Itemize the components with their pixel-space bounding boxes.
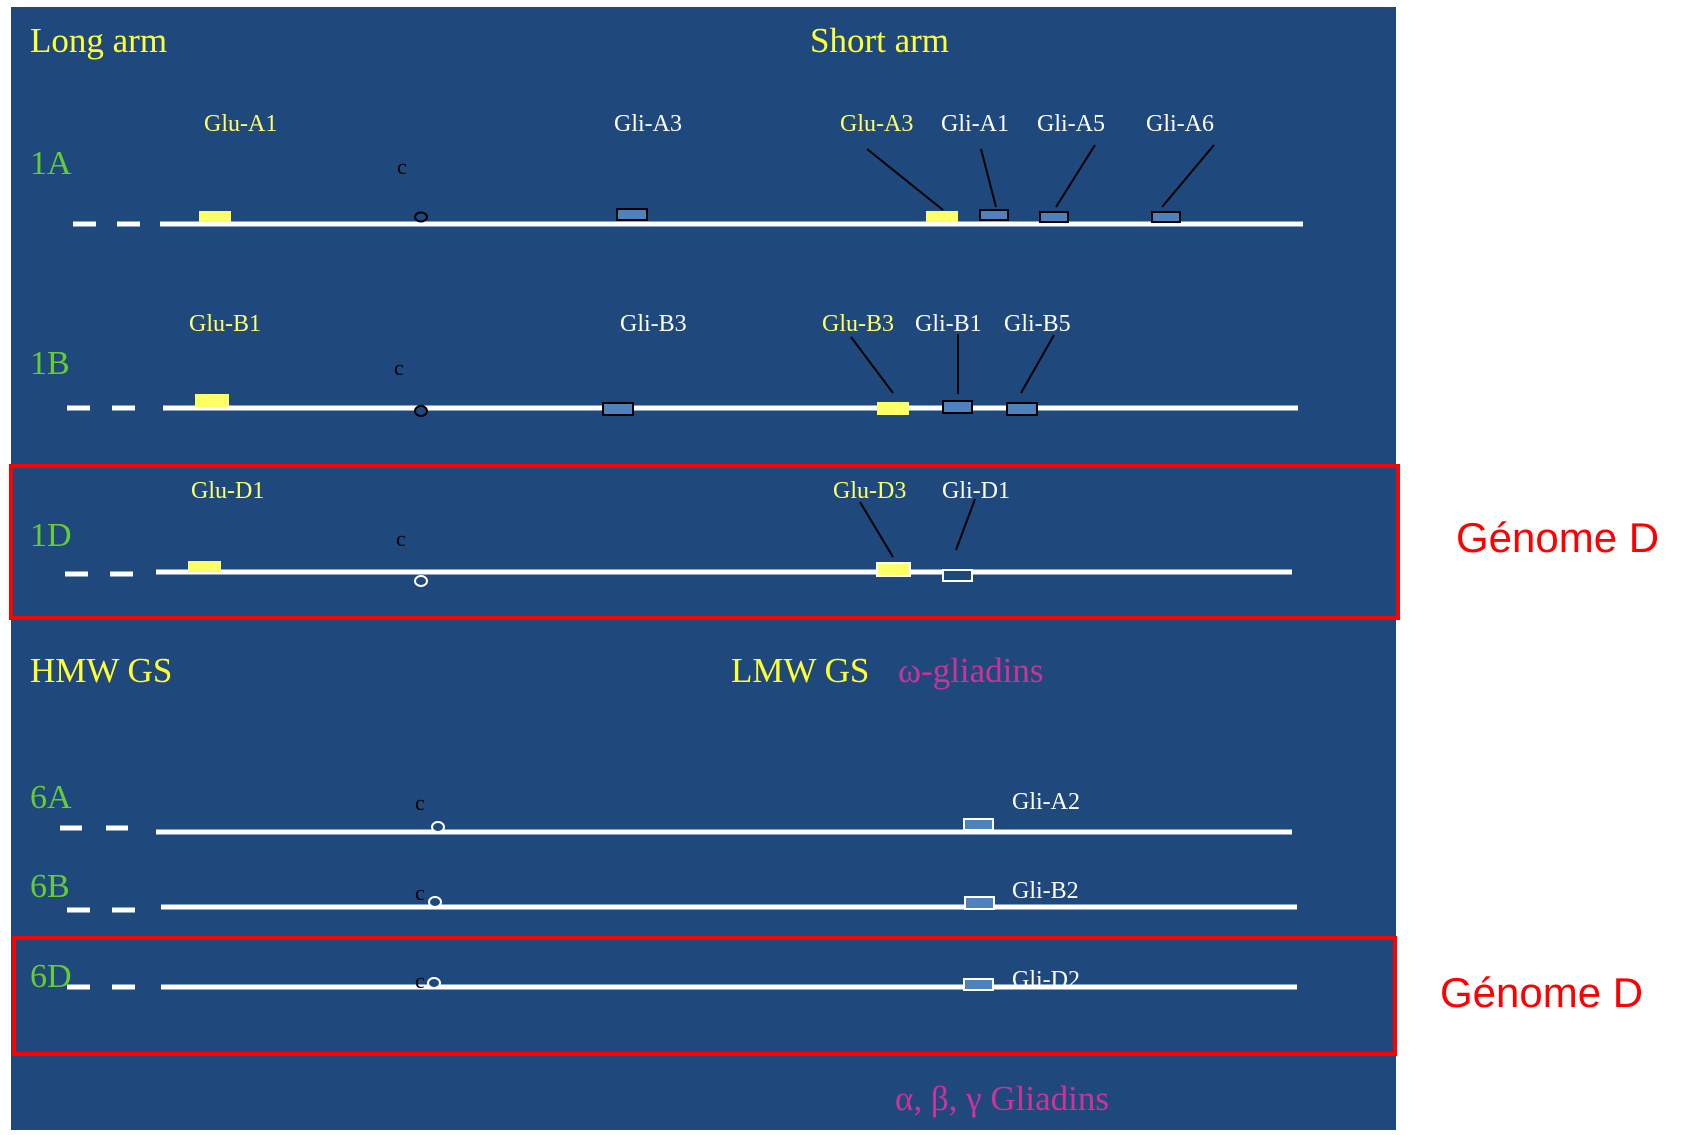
gene-marker-gliadin [964,896,995,910]
gene-marker-gliadin [616,208,648,221]
gene-label: Gli-B3 [620,311,687,337]
long-arm-heading: Long arm [30,21,167,60]
centromere-marker [431,821,445,833]
gene-marker-glutenin [195,394,229,407]
chromosome-label: 6D [30,958,72,995]
gene-label: Gli-B5 [1004,311,1071,337]
genome-d-highlight-box [9,464,1400,620]
gene-marker-gliadin [963,978,994,991]
centromere-label: c [415,880,425,905]
gene-label: Gli-D2 [1012,967,1080,993]
gene-marker-glutenin [877,402,909,415]
chromosome-6A: 6A c Gli-A2 [30,779,1292,835]
gene-label: Gli-A1 [941,111,1009,137]
chromosome-label: 1A [30,145,72,182]
gene-pointer [955,498,976,551]
gene-label: Gli-A5 [1037,111,1105,137]
gene-pointer [866,148,944,211]
chromosome-1B: 1B c Glu-B1 Gli-B3 Glu-B3 Gli-B1 Gli-B5 [30,311,1298,417]
gene-marker-gliadin [942,400,973,414]
centromere-label: c [397,154,407,179]
gene-label: Glu-A1 [204,111,277,137]
gene-label: Glu-D1 [191,478,264,504]
chromosome-1A: 1A c Glu-A1 Gli-A3 Glu-A3 Gli-A1 Gli-A5 … [30,111,1303,227]
gene-label: Gli-A2 [1012,789,1080,815]
gene-pointer [980,148,997,208]
genome-d-label: Génome D [1440,969,1643,1016]
gene-pointer [859,501,894,558]
gene-marker-glutenin [199,211,231,222]
gene-label: Gli-A3 [614,111,682,137]
gene-label: Glu-D3 [833,478,906,504]
gene-marker-glutenin [926,211,958,222]
gene-label: Glu-B1 [189,311,261,337]
chromosome-label: 1D [30,517,72,554]
chromosome-label: 1B [30,345,70,382]
chromosome-label: 6A [30,779,72,816]
centromere-label: c [394,355,404,380]
chromosome-label: 6B [30,868,70,905]
centromere-marker [414,575,428,587]
gene-label: Glu-B3 [822,311,894,337]
gene-marker-gliadin [1151,211,1181,223]
hmw-gs-heading: HMW GS [30,651,172,690]
gene-label: Gli-B1 [915,311,982,337]
gene-label: Gli-A6 [1146,111,1214,137]
centromere-label: c [396,526,406,551]
gene-marker-glutenin [876,562,911,577]
gene-marker-gliadin [1006,402,1038,416]
centromere-marker [427,977,441,989]
chromosome-1D: 1D c Glu-D1 Glu-D3 Gli-D1 Génome D [9,464,1659,620]
gene-pointer [1161,144,1215,208]
chromosome-6D: 6D c Gli-D2 Génome D [12,936,1643,1056]
gene-label: Gli-B2 [1012,878,1079,904]
gene-marker-gliadin [602,402,634,416]
centromere-marker [414,405,428,417]
centromere-label: c [415,790,425,815]
genome-d-label: Génome D [1456,514,1659,561]
gene-marker-gliadin [942,569,973,582]
centromere-label: c [415,968,425,993]
omega-gliadins-heading: ω-gliadins [898,651,1044,690]
centromere-marker [428,896,442,908]
short-arm-heading: Short arm [810,21,949,60]
gene-marker-glutenin [188,561,221,572]
gene-marker-gliadin [963,818,994,831]
lmw-gs-heading: LMW GS [731,651,869,690]
gene-label: Glu-A3 [840,111,913,137]
alpha-beta-gamma-gliadins-heading: α, β, γ Gliadins [895,1079,1109,1118]
chromosome-6B: 6B c Gli-B2 [30,868,1297,913]
gene-marker-gliadin [1039,211,1069,223]
gene-pointer [1055,144,1096,208]
genome-d-highlight-box [12,936,1397,1056]
gene-marker-gliadin [979,209,1009,221]
gene-pointer [1020,334,1055,394]
gene-pointer [850,336,894,394]
gene-label: Gli-D1 [942,478,1010,504]
centromere-marker [414,211,428,223]
